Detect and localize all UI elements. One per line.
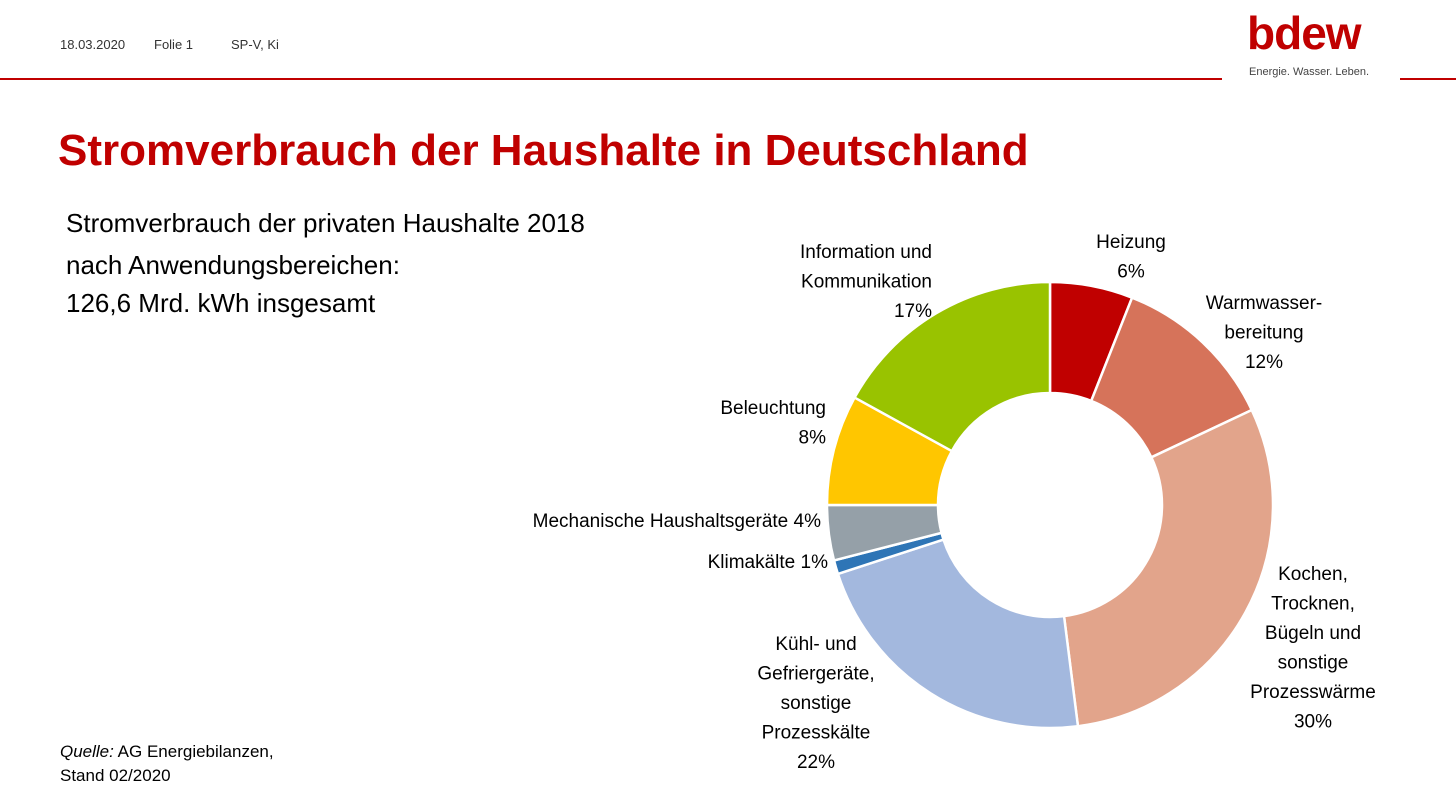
- slice-label: Heizung: [1096, 232, 1166, 253]
- header-rule-right: [1400, 78, 1456, 80]
- subtitle-line-2: nach Anwendungsbereichen:: [66, 250, 400, 280]
- slice-label: Mechanische Haushaltsgeräte 4%: [533, 511, 821, 532]
- slice-value-label: 17%: [894, 301, 932, 322]
- slice-label: bereitung: [1224, 323, 1303, 344]
- slice-label: Warmwasser-: [1206, 293, 1322, 314]
- page-title: Stromverbrauch der Haushalte in Deutschl…: [58, 126, 1029, 175]
- slice-value-label: 30%: [1294, 712, 1332, 733]
- slice-label: sonstige: [1278, 653, 1349, 674]
- logo-tagline: Energie. Wasser. Leben.: [1249, 66, 1370, 78]
- donut-slice: [1062, 408, 1275, 728]
- source-note: Quelle: AG Energiebilanzen,: [60, 742, 274, 762]
- slice-label: Prozesswärme: [1250, 682, 1376, 703]
- slice-label: Beleuchtung: [720, 398, 826, 419]
- slide-date: 18.03.2020: [60, 37, 126, 52]
- slice-value-label: 8%: [799, 428, 827, 449]
- source-prefix: Quelle:: [60, 742, 114, 761]
- donut-slice: [852, 280, 1052, 453]
- source-text: AG Energiebilanzen,: [117, 742, 274, 761]
- slide-number: Folie 1: [154, 37, 194, 52]
- slice-label: Gefriergeräte,: [757, 664, 874, 685]
- slice-label: Prozesskälte: [762, 723, 871, 744]
- slice-value-label: 6%: [1117, 262, 1145, 283]
- slice-label: Kochen,: [1278, 564, 1348, 585]
- slice-label: Bügeln und: [1265, 623, 1361, 644]
- slide-author: SP-V, Ki: [231, 37, 279, 52]
- slice-value-label: 12%: [1245, 352, 1283, 373]
- subtitle-line-3: 126,6 Mrd. kWh insgesamt: [66, 288, 376, 318]
- bdew-logo: bdew: [1247, 7, 1362, 59]
- slice-label: Klimakälte 1%: [708, 552, 828, 573]
- slice-label: Trocknen,: [1271, 594, 1355, 615]
- slice-value-label: 22%: [797, 752, 835, 773]
- source-date: Stand 02/2020: [60, 766, 171, 785]
- slice-label: Kommunikation: [801, 272, 932, 293]
- slice-label: sonstige: [781, 693, 852, 714]
- slice-label: Kühl- und: [775, 634, 856, 655]
- subtitle-line-1: Stromverbrauch der privaten Haushalte 20…: [66, 208, 585, 238]
- slice-label: Information und: [800, 242, 932, 263]
- donut-slice: [836, 538, 1080, 730]
- header-rule-left: [0, 78, 1222, 80]
